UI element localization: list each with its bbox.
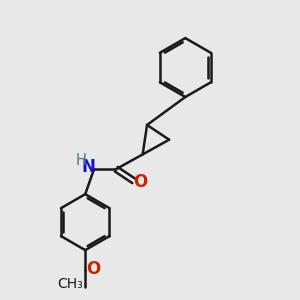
Text: N: N	[82, 158, 96, 176]
Text: CH₃: CH₃	[58, 277, 83, 291]
Text: O: O	[133, 173, 147, 191]
Text: H: H	[75, 153, 86, 168]
Text: O: O	[86, 260, 100, 278]
